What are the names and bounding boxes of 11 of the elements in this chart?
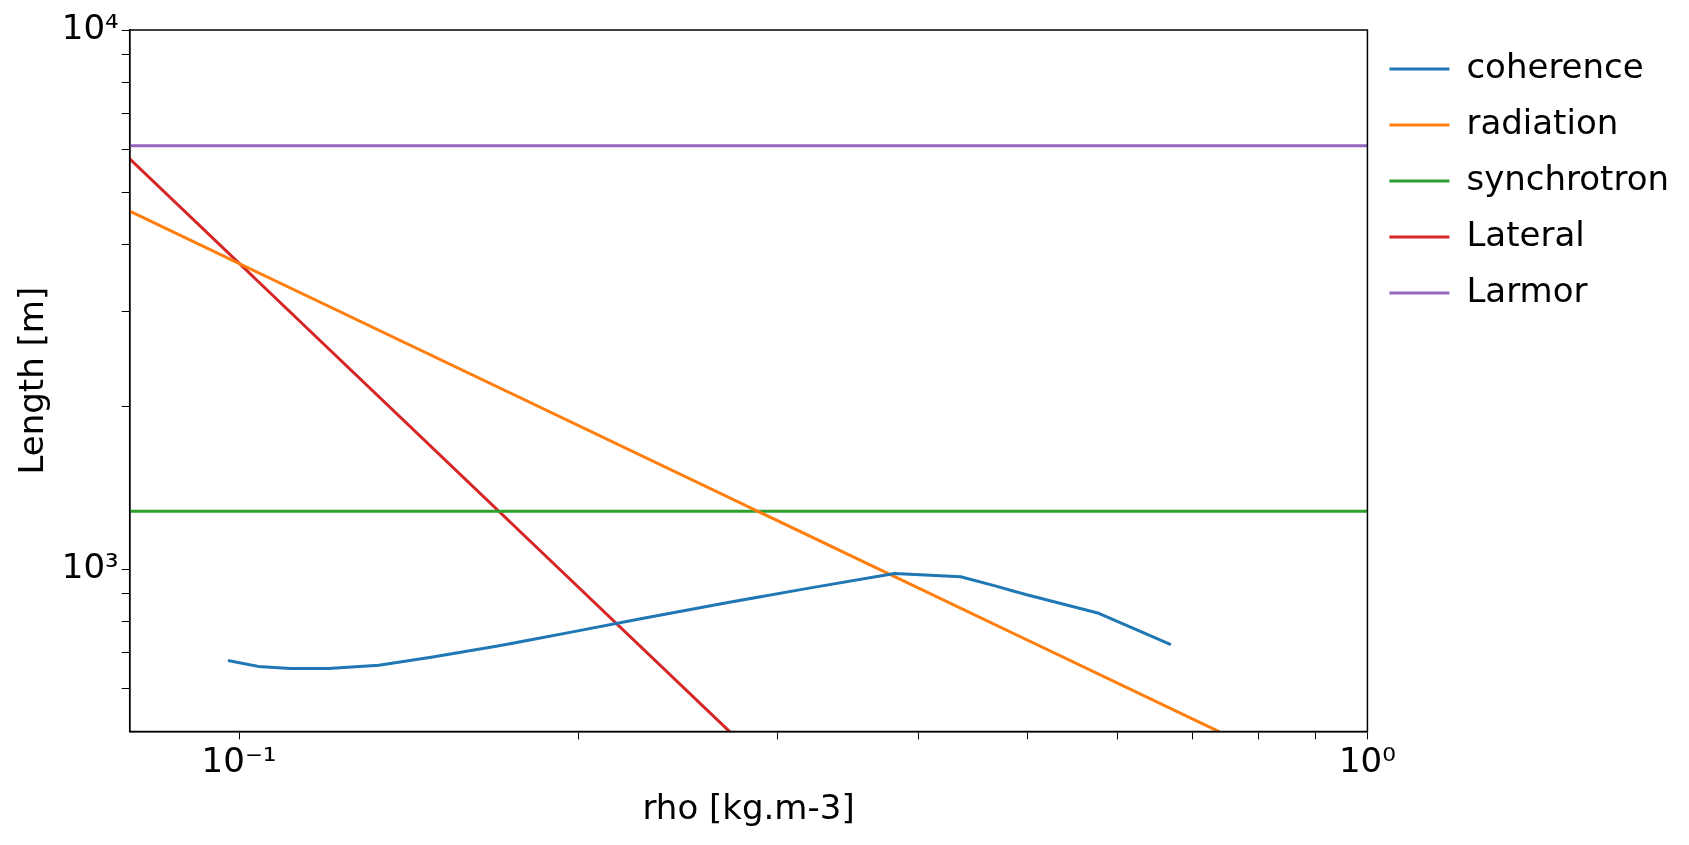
- x-tick-label: 10⁻¹: [201, 739, 277, 780]
- legend-label: radiation: [1466, 101, 1619, 142]
- y-axis-title: Length [m]: [11, 286, 52, 475]
- legend-label: Lateral: [1466, 213, 1585, 254]
- legend-label: coherence: [1466, 45, 1644, 86]
- legend-label: Larmor: [1466, 269, 1588, 310]
- y-tick-label: 10³: [61, 545, 119, 586]
- legend-label: synchrotron: [1466, 157, 1670, 198]
- y-tick-label: 10⁴: [61, 6, 119, 47]
- x-axis-title: rho [kg.m-3]: [642, 787, 855, 828]
- x-tick-label: 10⁰: [1338, 739, 1396, 780]
